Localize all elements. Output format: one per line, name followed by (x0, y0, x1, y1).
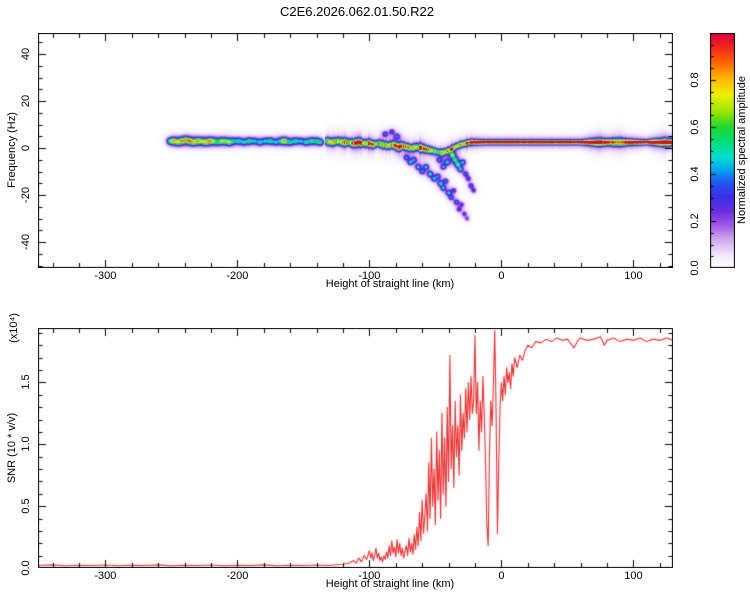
spectrogram-y-axis-label: Frequency (Hz) (6, 112, 18, 188)
spectrogram-x-tick-label: 0 (498, 270, 505, 282)
snr-x-tick-label: -200 (226, 570, 249, 582)
spectrogram-y-tick-label: 0 (20, 145, 32, 152)
colorbar-tick-label: 0.0 (689, 260, 701, 276)
snr-x-tick-label: 0 (498, 570, 505, 582)
snr-y-tick-label: 1.0 (20, 436, 32, 452)
spectrogram-x-tick-label: -200 (226, 270, 249, 282)
spectrogram-x-tick-label: -300 (94, 270, 117, 282)
spectrogram-x-tick-label: -100 (358, 270, 381, 282)
colorbar-tick-label: 0.6 (689, 119, 701, 135)
snr-y-tick-label: 0.0 (20, 560, 32, 576)
spectrogram-x-axis-label: Height of straight line (km) (325, 278, 455, 290)
colorbar-tick-label: 0.2 (689, 213, 701, 229)
spectrogram-x-tick-label: 100 (624, 270, 643, 282)
snr-x-axis-label: Height of straight line (km) (325, 578, 455, 590)
snr-x-tick-label: 100 (624, 570, 643, 582)
spectrogram-y-tick-label: 20 (20, 95, 32, 108)
colorbar (710, 33, 735, 268)
spectrogram-y-tick-label: -40 (20, 234, 32, 251)
snr-x-tick-label: -100 (358, 570, 381, 582)
snr-x-tick-label: -300 (94, 570, 117, 582)
snr-panel (38, 328, 673, 568)
spectrogram-panel (38, 33, 673, 268)
colorbar-tick-label: 0.4 (689, 166, 701, 182)
page-title: C2E6.2026.062.01.50.R22 (280, 4, 434, 19)
snr-y-tick-label: 0.5 (20, 498, 32, 514)
colorbar-label: Normalized spectral amplitude (736, 76, 748, 224)
snr-y-scale-label: (x10⁴) (8, 313, 20, 343)
spectrogram-y-tick-label: -20 (20, 187, 32, 204)
snr-y-axis-label: SNR (10 * v/v) (6, 412, 18, 484)
spectrogram-y-tick-label: 40 (20, 48, 32, 61)
snr-y-tick-label: 1.5 (20, 374, 32, 391)
colorbar-tick-label: 0.8 (689, 72, 701, 88)
